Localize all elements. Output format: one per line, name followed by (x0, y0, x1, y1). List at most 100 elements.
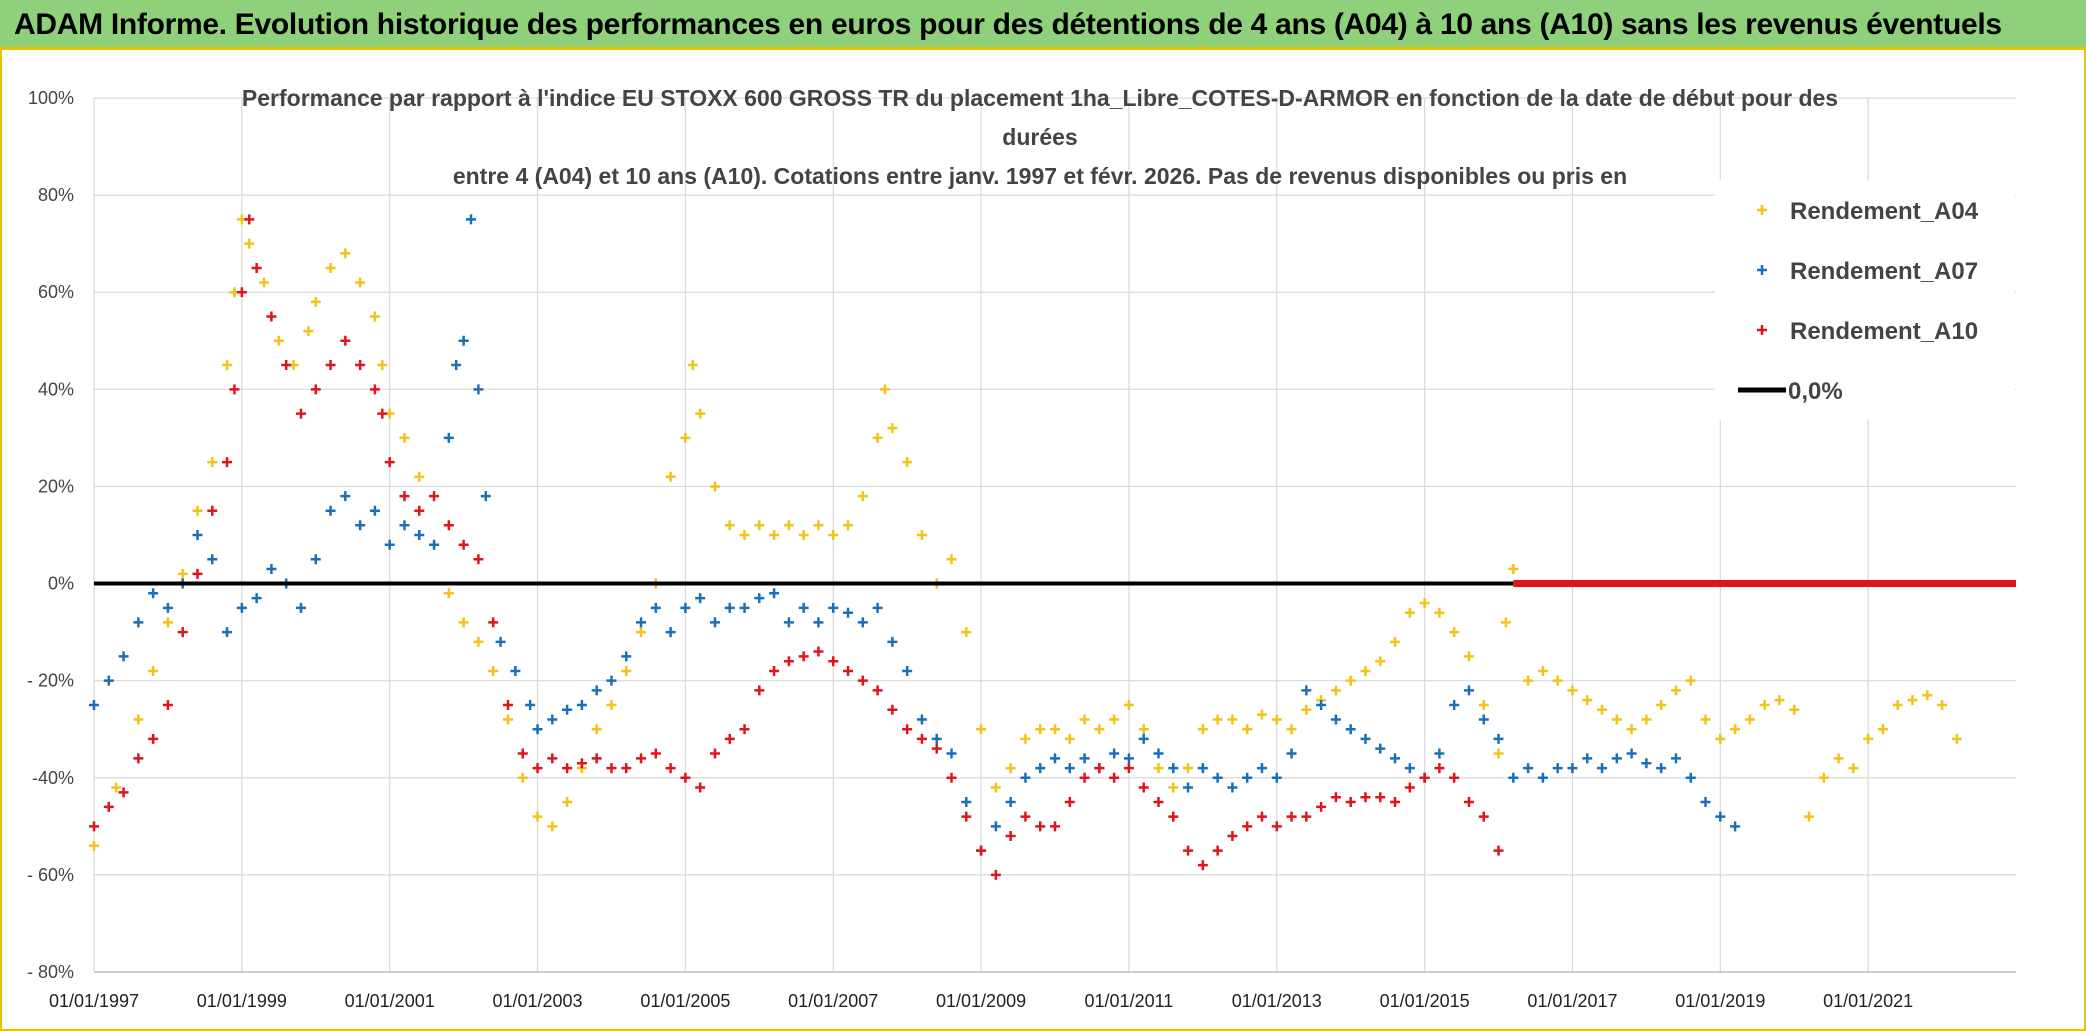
data-point-rendement_a04 (872, 432, 883, 443)
data-point-rendement_a04 (458, 617, 469, 628)
data-point-rendement_a10 (680, 772, 691, 783)
data-point-rendement_a10 (872, 685, 883, 696)
data-point-rendement_a04 (377, 360, 388, 371)
data-point-rendement_a07 (754, 593, 765, 604)
data-point-rendement_a04 (621, 665, 632, 676)
data-point-rendement_a04 (517, 772, 528, 783)
data-point-rendement_a10 (1404, 782, 1415, 793)
x-tick-label: 01/01/2013 (1232, 991, 1322, 1011)
data-point-rendement_a07 (325, 505, 336, 516)
data-point-rendement_a10 (207, 505, 218, 516)
data-point-rendement_a04 (1109, 714, 1120, 725)
data-point-rendement_a04 (414, 471, 425, 482)
data-point-rendement_a10 (1375, 792, 1386, 803)
data-point-rendement_a04 (1005, 763, 1016, 774)
data-point-rendement_a07 (369, 505, 380, 516)
data-point-rendement_a04 (783, 520, 794, 531)
data-point-rendement_a04 (473, 636, 484, 647)
data-point-rendement_a07 (828, 602, 839, 613)
data-point-rendement_a07 (1227, 782, 1238, 793)
data-point-rendement_a10 (1271, 821, 1282, 832)
data-point-rendement_a04 (961, 627, 972, 638)
y-tick-label: 20% (38, 476, 74, 496)
data-point-rendement_a10 (222, 457, 233, 468)
data-point-rendement_a04 (1804, 811, 1815, 822)
data-point-rendement_a07 (429, 539, 440, 550)
data-point-rendement_a10 (813, 646, 824, 657)
x-tick-label: 01/01/2005 (640, 991, 730, 1011)
data-point-rendement_a04 (1892, 699, 1903, 710)
data-point-rendement_a07 (192, 530, 203, 540)
y-tick-label: - 60% (27, 865, 74, 885)
data-point-rendement_a07 (207, 554, 218, 565)
data-point-rendement_a07 (1641, 758, 1652, 769)
data-point-rendement_a07 (340, 491, 351, 502)
data-point-rendement_a10 (310, 384, 321, 395)
data-point-rendement_a10 (547, 753, 558, 764)
data-point-rendement_a04 (1582, 695, 1593, 706)
data-point-rendement_a04 (1670, 685, 1681, 696)
data-point-rendement_a07 (1390, 753, 1401, 764)
x-tick-label: 01/01/2015 (1380, 991, 1470, 1011)
data-point-rendement_a04 (1419, 597, 1430, 608)
data-point-rendement_a07 (451, 360, 462, 371)
data-point-rendement_a07 (887, 636, 898, 647)
data-point-rendement_a04 (798, 530, 809, 540)
data-point-rendement_a07 (665, 627, 676, 638)
data-point-rendement_a04 (813, 520, 824, 531)
data-point-rendement_a07 (148, 588, 159, 599)
legend-label: Rendement_A07 (1790, 258, 1978, 285)
data-point-rendement_a07 (576, 699, 587, 710)
data-point-rendement_a10 (843, 665, 854, 676)
data-point-rendement_a07 (162, 602, 173, 613)
data-point-rendement_a10 (1109, 772, 1120, 783)
data-point-rendement_a04 (1242, 724, 1253, 735)
data-point-rendement_a07 (1316, 699, 1327, 710)
chart-subtitle: Performance par rapport à l'indice EU ST… (242, 85, 1838, 189)
data-point-rendement_a04 (1656, 699, 1667, 710)
data-point-rendement_a10 (517, 748, 528, 759)
data-point-rendement_a04 (1183, 763, 1194, 774)
data-point-rendement_a04 (562, 797, 573, 808)
data-point-rendement_a07 (1463, 685, 1474, 696)
data-point-rendement_a10 (399, 491, 410, 502)
data-point-rendement_a04 (1523, 675, 1534, 686)
data-point-rendement_a04 (591, 724, 602, 735)
data-point-rendement_a07 (1404, 763, 1415, 774)
data-point-rendement_a10 (650, 748, 661, 759)
data-point-rendement_a10 (133, 753, 144, 764)
data-point-rendement_a04 (1789, 704, 1800, 715)
data-point-rendement_a07 (1286, 748, 1297, 759)
data-point-rendement_a04 (946, 554, 957, 565)
data-point-rendement_a04 (916, 530, 927, 540)
legend: Rendement_A04 Rendement_A07 Rendement_A10 0… (1715, 180, 2015, 420)
data-point-rendement_a07 (1183, 782, 1194, 793)
data-point-rendement_a07 (1700, 797, 1711, 808)
data-point-rendement_a07 (1582, 753, 1593, 764)
y-axis-ticks: 100% 80% 60% 40% 20% 0% - 20% -40% - 60% - 80% (27, 88, 74, 982)
data-point-rendement_a07 (1730, 821, 1741, 832)
data-point-rendement_a04 (902, 457, 913, 468)
data-point-rendement_a07 (103, 675, 114, 686)
data-point-rendement_a07 (1567, 763, 1578, 774)
data-point-rendement_a10 (89, 821, 99, 832)
data-point-rendement_a04 (1345, 675, 1356, 686)
data-point-rendement_a04 (222, 360, 233, 371)
data-point-rendement_a07 (783, 617, 794, 628)
data-point-rendement_a04 (828, 530, 839, 540)
data-point-rendement_a10 (148, 733, 159, 744)
legend-label: Rendement_A04 (1790, 198, 1979, 225)
data-point-rendement_a04 (606, 699, 617, 710)
data-point-rendement_a07 (118, 651, 129, 662)
legend-label: Rendement_A10 (1790, 318, 1978, 345)
data-point-rendement_a10 (281, 360, 292, 371)
data-point-rendement_a10 (562, 763, 573, 774)
chart-title-line: Performance par rapport à l'indice EU ST… (242, 85, 1838, 111)
y-tick-label: - 80% (27, 962, 74, 982)
data-point-rendement_a04 (310, 296, 321, 307)
data-point-rendement_a04 (443, 588, 454, 599)
data-point-rendement_a10 (665, 763, 676, 774)
data-point-rendement_a10 (1153, 797, 1164, 808)
data-point-rendement_a04 (1818, 772, 1829, 783)
data-point-rendement_a10 (229, 384, 240, 395)
